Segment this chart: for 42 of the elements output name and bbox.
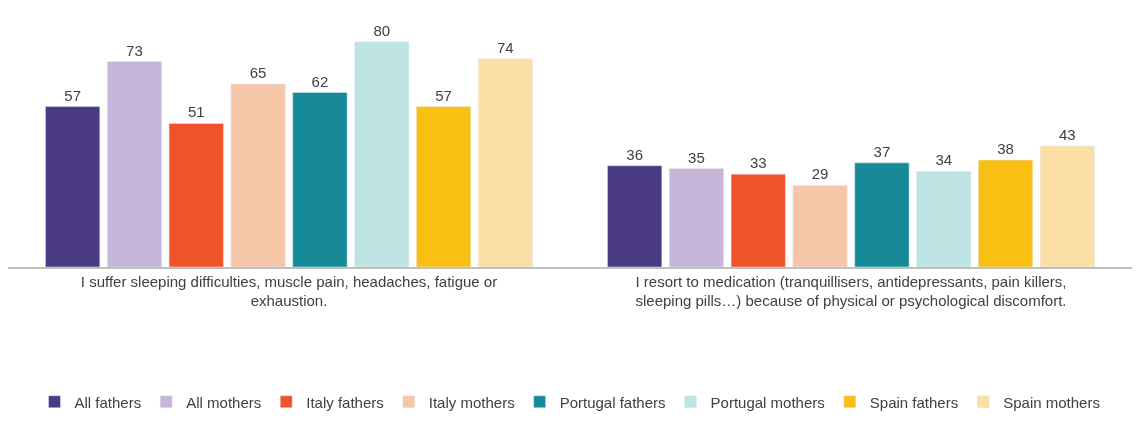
legend-label: All mothers: [186, 393, 262, 411]
bar: [730, 173, 786, 267]
data-label: 62: [311, 72, 329, 90]
data-label: 35: [688, 148, 705, 166]
data-label: 34: [935, 151, 953, 169]
bar: [669, 168, 724, 267]
data-label: 38: [997, 140, 1014, 158]
bar: [916, 171, 972, 267]
bar: [45, 106, 101, 267]
data-label: 80: [373, 21, 391, 39]
legend-label: Spain mothers: [1003, 393, 1100, 411]
data-label: 65: [249, 64, 267, 82]
bar: [354, 41, 410, 267]
legend-label: All fathers: [74, 393, 142, 411]
bar: [792, 185, 848, 267]
legend-label: Italy fathers: [306, 393, 384, 411]
data-label: 51: [187, 103, 205, 121]
x-tick-label: I resort to medication (tranquillisers, antidepressants, pain killers, sleeping pills…) because of physical or psychological discomfort.: [635, 272, 1067, 310]
bar: [607, 165, 663, 267]
data-label: 73: [126, 41, 143, 59]
bar: [416, 106, 471, 267]
data-label: 36: [626, 145, 643, 163]
data-label: 29: [811, 165, 829, 183]
legend-label: Portugal fathers: [559, 393, 666, 411]
legend-label: Portugal mothers: [710, 393, 825, 411]
bar: [854, 162, 910, 267]
data-label: 33: [749, 154, 767, 172]
bar: [477, 58, 533, 267]
bar: [230, 83, 286, 267]
data-label: 43: [1059, 125, 1076, 143]
legend-label: Spain fathers: [869, 393, 959, 411]
bar: [1039, 145, 1095, 267]
bar: [107, 61, 162, 267]
x-tick-label: I suffer sleeping difficulties, muscle pain, headaches, fatigue or exhaustion.: [80, 272, 498, 310]
data-label: 74: [497, 38, 514, 56]
data-label: 57: [435, 86, 452, 104]
bar: [292, 92, 348, 267]
bar: [168, 123, 224, 267]
data-label: 37: [873, 142, 891, 160]
data-label: 57: [64, 86, 81, 104]
legend-label: Italy mothers: [428, 393, 515, 411]
bar: [978, 159, 1033, 267]
